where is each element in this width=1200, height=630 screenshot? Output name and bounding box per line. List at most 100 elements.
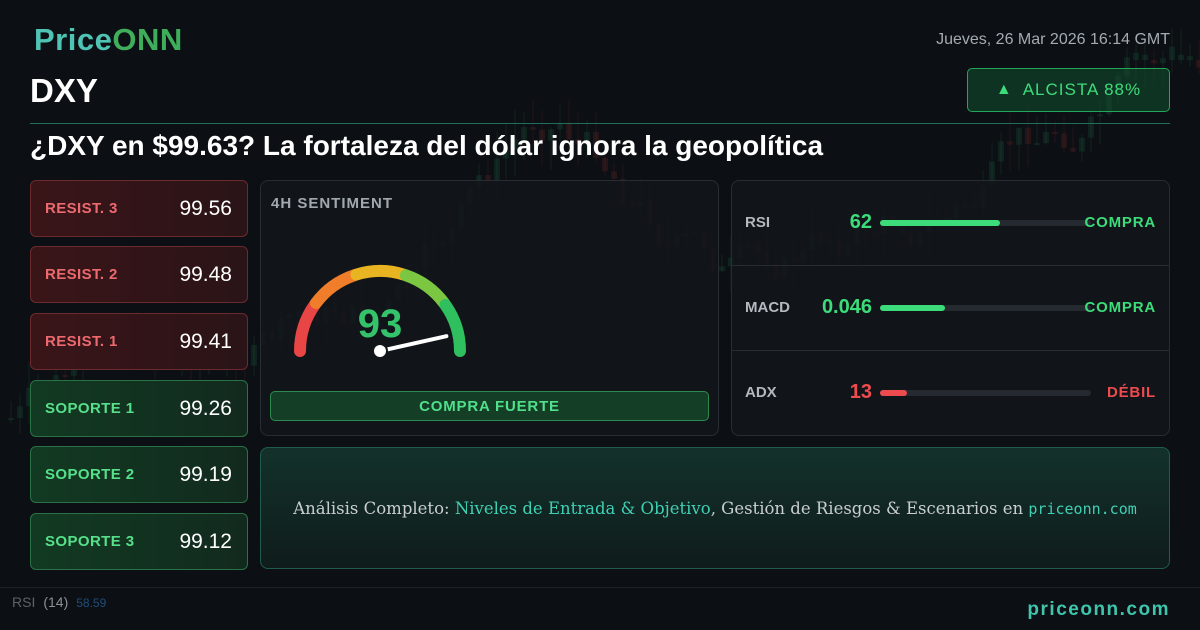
rsi-tag-name: RSI xyxy=(12,594,36,610)
gauge-segment xyxy=(294,298,321,357)
background-candle xyxy=(1169,46,1175,60)
background-candle xyxy=(1034,143,1040,146)
support-level-1: SOPORTE 1 99.26 xyxy=(30,380,248,437)
background-candle xyxy=(17,406,23,419)
indicator-row-macd: MACD 0.046 COMPRA xyxy=(731,265,1170,350)
background-candle xyxy=(8,418,14,421)
indicator-value: 13 xyxy=(849,381,872,403)
indicator-name: ADX xyxy=(745,384,777,401)
gauge-needle xyxy=(378,334,449,353)
background-candle xyxy=(485,175,491,183)
header-divider xyxy=(30,123,1170,124)
indicator-bar xyxy=(880,389,1091,396)
level-label: SOPORTE 2 xyxy=(45,466,135,483)
background-candle xyxy=(1133,52,1139,60)
sentiment-title: 4H SENTIMENT xyxy=(271,195,394,212)
background-candle xyxy=(251,344,257,366)
background-candle xyxy=(593,131,599,158)
background-candle xyxy=(503,149,509,159)
footer-url[interactable]: priceonn.com xyxy=(1027,599,1170,620)
level-value: 99.41 xyxy=(179,329,232,353)
rsi-tag-period: (14) xyxy=(43,594,69,610)
indicator-signal: COMPRA xyxy=(1084,214,1156,231)
background-candle xyxy=(602,157,608,172)
background-candle xyxy=(611,171,617,179)
background-candle xyxy=(1187,56,1193,60)
background-candle xyxy=(521,127,527,140)
background-candle xyxy=(1016,127,1022,145)
background-candle xyxy=(512,139,518,150)
gauge-segment xyxy=(309,269,361,310)
cta-link[interactable]: priceonn.com xyxy=(1028,499,1137,518)
full-analysis-banner[interactable]: Análisis Completo: Niveles de Entrada & … xyxy=(260,447,1170,569)
priceonn-logo: PriceONN xyxy=(34,22,183,58)
background-candle xyxy=(494,158,500,183)
gauge-needle-hub xyxy=(372,343,388,359)
indicator-value: 0.046 xyxy=(821,296,872,318)
sentiment-score: 93 xyxy=(357,302,403,346)
indicator-row-adx: ADX 13 DÉBIL xyxy=(731,350,1170,435)
background-candle xyxy=(1043,131,1049,144)
background-candle xyxy=(1124,57,1130,77)
indicator-name: MACD xyxy=(745,299,790,316)
level-value: 99.26 xyxy=(179,396,232,420)
sentiment-gauge xyxy=(294,265,466,359)
headline: ¿DXY en $99.63? La fortaleza del dólar i… xyxy=(30,130,824,161)
indicator-bar-fill xyxy=(880,219,1001,226)
triangle-up-icon: ▲ xyxy=(995,81,1013,98)
background-candle xyxy=(1007,141,1013,145)
background-candle xyxy=(719,266,725,271)
cta-lead: Análisis Completo: xyxy=(293,498,455,518)
level-value: 99.48 xyxy=(179,262,232,286)
resistance-level-2: RESIST. 2 99.48 xyxy=(30,246,248,303)
background-candle xyxy=(1025,127,1031,144)
background-candle xyxy=(575,139,581,144)
indicator-value: 62 xyxy=(849,211,872,233)
background-candle xyxy=(1088,116,1094,138)
background-candle xyxy=(557,122,563,130)
resistance-level-1: RESIST. 1 99.41 xyxy=(30,313,248,370)
support-level-2: SOPORTE 2 99.19 xyxy=(30,446,248,503)
background-candle xyxy=(566,122,572,140)
level-label: SOPORTE 3 xyxy=(45,533,135,550)
indicator-bar xyxy=(880,219,1091,226)
level-label: RESIST. 1 xyxy=(45,333,118,350)
indicator-bar-fill xyxy=(880,304,946,311)
publish-date: Jueves, 26 Mar 2026 16:14 GMT xyxy=(936,31,1170,48)
background-candle xyxy=(1178,54,1184,60)
cta-highlight: Niveles de Entrada & Objetivo xyxy=(454,498,711,518)
level-label: RESIST. 2 xyxy=(45,266,118,283)
trend-badge: ▲ ALCISTA 88% xyxy=(967,68,1170,112)
level-value: 99.12 xyxy=(179,529,232,553)
indicator-divider xyxy=(732,265,1169,266)
indicator-signal: DÉBIL xyxy=(1107,384,1156,401)
background-candle xyxy=(1142,54,1148,60)
background-candle xyxy=(1079,137,1085,152)
indicator-divider xyxy=(732,350,1169,351)
background-candle xyxy=(584,131,590,144)
indicator-row-rsi: RSI 62 COMPRA xyxy=(731,180,1170,265)
indicator-bar xyxy=(880,304,1091,311)
rsi-tag-value: 58.59 xyxy=(76,596,107,610)
background-candle xyxy=(1151,60,1157,64)
sentiment-verdict: COMPRA FUERTE xyxy=(270,391,709,421)
gauge-segment xyxy=(350,265,410,281)
level-label: SOPORTE 1 xyxy=(45,400,135,417)
footer-divider xyxy=(0,587,1200,588)
ticker-symbol: DXY xyxy=(30,72,98,109)
background-candle xyxy=(1061,133,1067,148)
background-candle xyxy=(1160,58,1166,64)
logo-text-part1: Price xyxy=(34,22,113,57)
background-candle xyxy=(548,129,554,141)
resistance-level-3: RESIST. 3 99.56 xyxy=(30,180,248,237)
background-candle xyxy=(530,127,536,130)
background-candle xyxy=(1052,131,1058,134)
indicator-bar-fill xyxy=(880,389,908,396)
level-value: 99.19 xyxy=(179,462,232,486)
logo-text-part2: ONN xyxy=(112,22,183,57)
background-candle xyxy=(998,141,1004,162)
background-candle xyxy=(539,129,545,141)
background-candle xyxy=(26,387,32,407)
background-candle xyxy=(989,161,995,185)
gauge-segment xyxy=(399,269,451,310)
